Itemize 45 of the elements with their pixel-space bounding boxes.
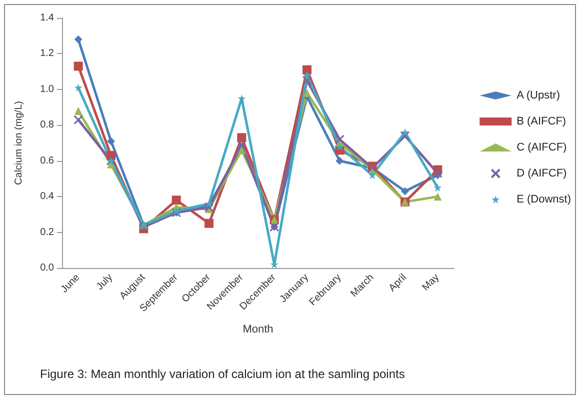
y-tick-label: 1.2: [40, 48, 54, 60]
point: [401, 128, 409, 136]
point: [334, 134, 344, 144]
caption: Figure 3: Mean monthly variation of calcium ion at the samling points: [40, 367, 405, 381]
x-tick-label: May: [420, 272, 442, 294]
y-tick-label: 0.0: [40, 262, 54, 274]
point: [172, 196, 181, 205]
y-tick-label: 0.6: [40, 155, 54, 166]
point: [237, 133, 246, 142]
x-axis-title: Month: [242, 324, 274, 336]
point: [303, 71, 311, 80]
point: [400, 131, 410, 141]
x-tick-label: July: [94, 272, 115, 292]
y-tick-label: 1.4: [40, 12, 54, 24]
point: [107, 137, 115, 146]
legend-label: A (Upstr): [516, 90, 560, 102]
point: [74, 115, 84, 125]
point: [434, 184, 442, 192]
legend-label: E (Downst): [516, 194, 572, 206]
y-tick-label: 0.4: [40, 191, 54, 202]
point: [434, 192, 442, 201]
y-tick-label: 1.0: [40, 84, 54, 95]
point: [303, 89, 311, 97]
point: [302, 76, 312, 86]
legend-label: C (AIFCF): [516, 142, 567, 154]
y-tick-label: 0.8: [40, 120, 54, 131]
point: [74, 35, 82, 44]
legend-label: D (AIFCF): [516, 168, 567, 180]
point: [204, 218, 214, 228]
point: [401, 187, 409, 196]
y-axis-title: Calcium ion (mg/L): [14, 101, 24, 185]
point: [74, 106, 82, 115]
point: [236, 140, 246, 150]
legend-label: B (AIFCF): [516, 116, 566, 128]
point: [74, 84, 82, 92]
point: [238, 94, 246, 102]
y-tick-label: 0.2: [40, 226, 54, 238]
point: [74, 62, 83, 71]
point: [336, 142, 344, 151]
point: [302, 65, 312, 74]
point: [368, 171, 376, 180]
point: [204, 202, 214, 212]
point: [432, 168, 442, 178]
point: [238, 146, 246, 154]
point: [336, 156, 344, 165]
